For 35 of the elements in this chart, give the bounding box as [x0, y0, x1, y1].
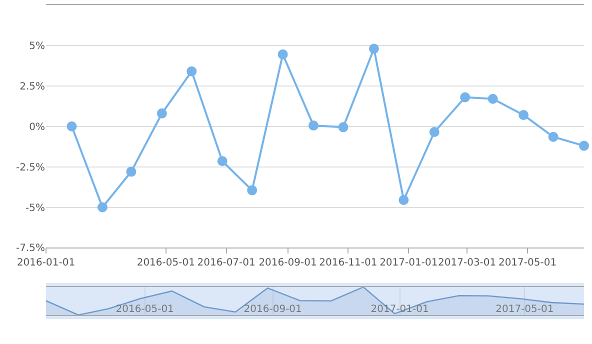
- x-tick-label: 2017-05-01: [498, 258, 557, 269]
- point: [579, 140, 589, 151]
- y-tick-label: 2.5%: [20, 81, 45, 92]
- x-tick-label: 2016-09-01: [258, 258, 317, 269]
- point: [548, 132, 558, 142]
- x-tick-label: 2016-05-01: [136, 258, 195, 269]
- x-tick-label: 2017-05-01: [496, 304, 554, 315]
- y-tick-label: -7.5%: [16, 243, 45, 254]
- x-tick-label: 2016-11-01: [319, 258, 378, 269]
- x-tick-label: 2016-01-01: [16, 258, 76, 269]
- point: [429, 127, 440, 138]
- y-tick-label: 0%: [29, 122, 45, 133]
- point: [66, 121, 77, 132]
- x-tick-label: 2016-07-01: [197, 258, 256, 269]
- point: [186, 66, 197, 76]
- point: [97, 202, 108, 212]
- x-tick-label: 2017-03-01: [438, 258, 496, 269]
- x-tick-label: 2016-05-01: [116, 304, 174, 315]
- y-tick-label: -5%: [26, 202, 45, 214]
- point: [518, 110, 529, 120]
- point: [368, 44, 379, 54]
- point: [156, 108, 167, 118]
- point: [308, 120, 319, 131]
- point: [217, 156, 228, 166]
- point: [247, 185, 258, 196]
- point: [460, 92, 470, 102]
- x-tick-label: 2016-09-01: [244, 304, 302, 315]
- y-tick-label: 5%: [29, 40, 45, 52]
- y-tick-label: -2.5%: [16, 162, 45, 174]
- point: [278, 49, 288, 60]
- x-tick-label: 2017-01-01: [380, 258, 438, 269]
- point: [398, 194, 409, 205]
- point: [338, 122, 348, 132]
- point: [488, 94, 498, 104]
- point: [126, 166, 136, 177]
